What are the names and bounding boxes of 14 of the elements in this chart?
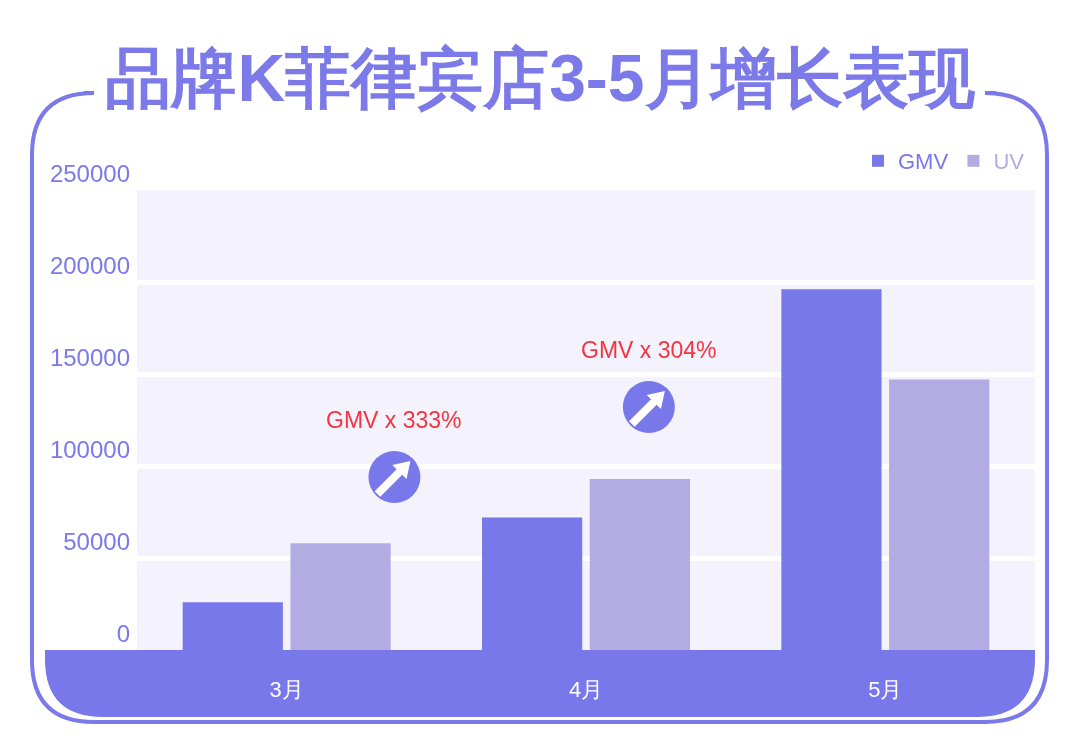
y-tick-label: 200000 <box>49 251 130 279</box>
legend-label: GMV <box>898 149 949 175</box>
x-tick-label: 4月 <box>568 677 604 702</box>
y-tick-label: 250000 <box>49 159 130 187</box>
y-tick-label: 50000 <box>63 527 130 555</box>
y-tick-label: 150000 <box>49 343 130 371</box>
x-tick-label: 3月 <box>269 677 304 702</box>
annotation: GMV x 333% <box>326 407 462 433</box>
annotation: GMV x 304% <box>581 337 717 363</box>
chart-title: 品牌K菲律宾店3-5月增长表现 <box>105 41 976 116</box>
y-tick-label: 0 <box>116 619 130 647</box>
y-tick-label: 100000 <box>49 435 130 463</box>
x-tick-label: 5月 <box>868 677 903 702</box>
legend-label: UV <box>993 149 1025 175</box>
